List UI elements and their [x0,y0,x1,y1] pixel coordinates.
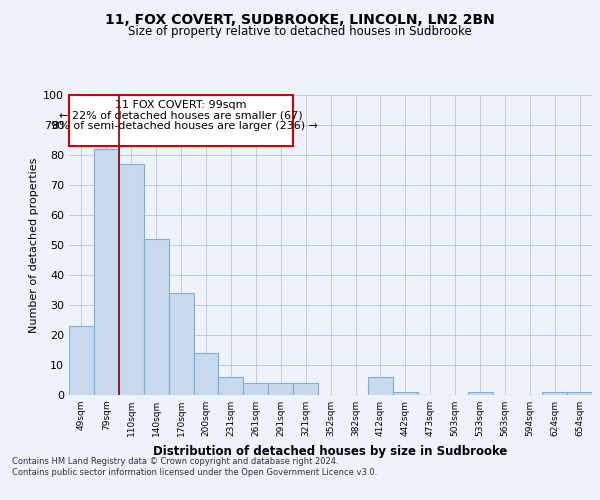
Bar [169,293,194,395]
Text: Contains HM Land Registry data © Crown copyright and database right 2024.
Contai: Contains HM Land Registry data © Crown c… [12,458,377,477]
X-axis label: Distribution of detached houses by size in Sudbrooke: Distribution of detached houses by size … [154,444,508,458]
Bar [144,239,169,395]
Bar [244,383,268,395]
Bar [69,326,94,395]
FancyBboxPatch shape [69,95,293,146]
Bar [467,392,493,395]
Bar [368,377,393,395]
Bar [542,392,567,395]
Y-axis label: Number of detached properties: Number of detached properties [29,158,39,332]
Text: 11, FOX COVERT, SUDBROOKE, LINCOLN, LN2 2BN: 11, FOX COVERT, SUDBROOKE, LINCOLN, LN2 … [105,12,495,26]
Bar [119,164,144,395]
Bar [218,377,244,395]
Bar [393,392,418,395]
Text: 11 FOX COVERT: 99sqm: 11 FOX COVERT: 99sqm [115,100,247,110]
Text: 78% of semi-detached houses are larger (236) →: 78% of semi-detached houses are larger (… [44,120,317,130]
Bar [567,392,592,395]
Bar [268,383,293,395]
Bar [293,383,318,395]
Bar [194,353,218,395]
Text: Size of property relative to detached houses in Sudbrooke: Size of property relative to detached ho… [128,25,472,38]
Bar [94,149,119,395]
Text: ← 22% of detached houses are smaller (67): ← 22% of detached houses are smaller (67… [59,110,303,120]
